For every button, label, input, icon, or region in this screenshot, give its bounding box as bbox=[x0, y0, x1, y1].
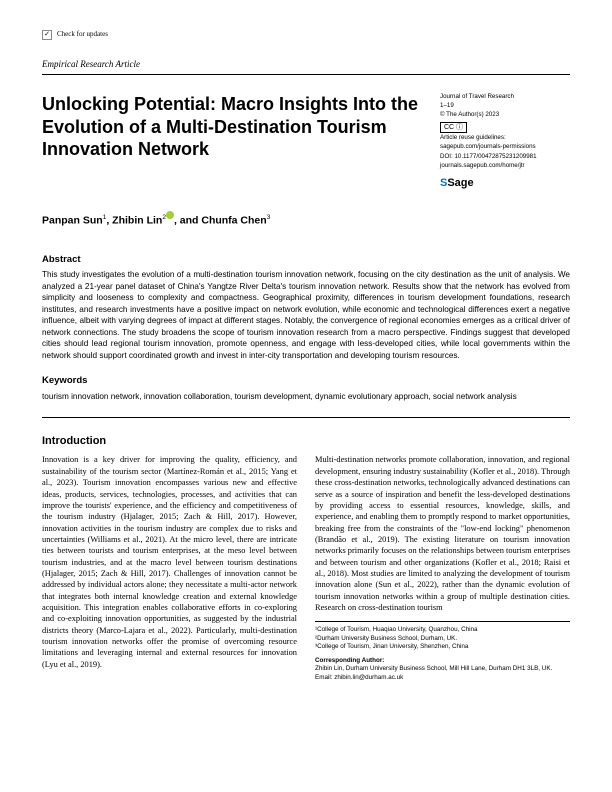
column-left: Innovation is a key driver for improving… bbox=[42, 454, 297, 682]
copyright-line: © The Author(s) 2023 bbox=[440, 111, 570, 119]
publisher-logo: SSage bbox=[440, 176, 570, 190]
keywords-heading: Keywords bbox=[42, 375, 570, 388]
header-row: Unlocking Potential: Macro Insights Into… bbox=[42, 93, 570, 191]
orcid-icon[interactable] bbox=[166, 211, 174, 219]
author-2: Zhibin Lin bbox=[112, 214, 162, 226]
page-range: 1–19 bbox=[440, 102, 570, 110]
keywords-text: tourism innovation network, innovation c… bbox=[42, 391, 570, 417]
update-check-bar: ✓ Check for updates bbox=[42, 30, 570, 40]
journal-meta: Journal of Travel Research 1–19 © The Au… bbox=[440, 93, 570, 191]
check-updates-label[interactable]: Check for updates bbox=[57, 30, 108, 39]
author-1: Panpan Sun bbox=[42, 214, 103, 226]
journal-url[interactable]: journals.sagepub.com/home/jtr bbox=[440, 162, 570, 170]
journal-name: Journal of Travel Research bbox=[440, 93, 570, 101]
title-block: Unlocking Potential: Macro Insights Into… bbox=[42, 93, 440, 161]
abstract-text: This study investigates the evolution of… bbox=[42, 269, 570, 361]
column-right-text: Multi-destination networks promote colla… bbox=[315, 454, 570, 613]
check-updates-icon[interactable]: ✓ bbox=[42, 30, 52, 40]
reuse-label: Article reuse guidelines: bbox=[440, 134, 570, 142]
publisher-name: Sage bbox=[447, 177, 473, 189]
corresponding-author-email[interactable]: Email: zhibin.lin@durham.ac.uk bbox=[315, 674, 570, 683]
author-list: Panpan Sun1, Zhibin Lin2, and Chunfa Che… bbox=[42, 211, 570, 228]
doi[interactable]: DOI: 10.1177/00472875231209981 bbox=[440, 153, 570, 161]
column-right: Multi-destination networks promote colla… bbox=[315, 454, 570, 682]
article-type: Empirical Research Article bbox=[42, 58, 570, 75]
introduction-heading: Introduction bbox=[42, 434, 570, 449]
affiliation-2: ²Durham University Business School, Durh… bbox=[315, 635, 570, 644]
article-title: Unlocking Potential: Macro Insights Into… bbox=[42, 93, 420, 161]
author-3: Chunfa Chen bbox=[201, 214, 266, 226]
affiliation-3: ³College of Tourism, Jinan University, S… bbox=[315, 643, 570, 652]
affiliations-block: ¹College of Tourism, Huaqiao University,… bbox=[315, 621, 570, 682]
corresponding-author-text: Zhibin Lin, Durham University Business S… bbox=[315, 665, 570, 674]
cc-license-badge: CC ⓘ bbox=[440, 122, 467, 133]
abstract-heading: Abstract bbox=[42, 254, 570, 267]
affiliation-1: ¹College of Tourism, Huaqiao University,… bbox=[315, 626, 570, 635]
body-columns: Innovation is a key driver for improving… bbox=[42, 454, 570, 682]
corresponding-author-heading: Corresponding Author: bbox=[315, 657, 570, 666]
reuse-url[interactable]: sagepub.com/journals-permissions bbox=[440, 143, 570, 151]
